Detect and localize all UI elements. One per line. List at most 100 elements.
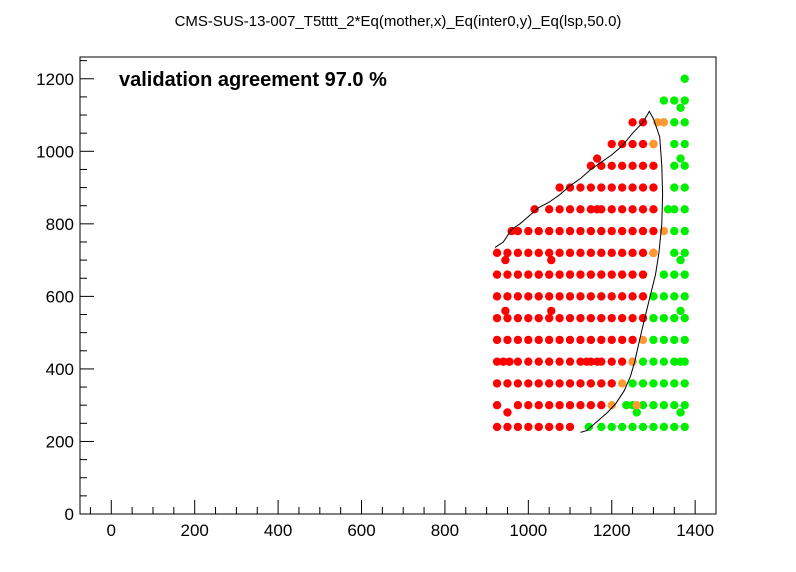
excluded-point xyxy=(586,270,596,279)
allowed-point xyxy=(628,422,637,432)
y-tick-label: 1200 xyxy=(36,70,74,89)
excluded-point xyxy=(576,335,585,345)
excluded-point xyxy=(503,408,512,417)
y-tick-label: 200 xyxy=(46,432,74,451)
allowed-point xyxy=(676,255,685,265)
allowed-point xyxy=(680,248,689,258)
excluded-point xyxy=(597,400,606,410)
allowed-point xyxy=(638,422,648,432)
allowed-point xyxy=(680,96,689,105)
excluded-point xyxy=(534,313,543,323)
excluded-point xyxy=(628,248,637,258)
allowed-point xyxy=(670,139,679,149)
disagreement-point xyxy=(638,335,648,345)
excluded-point xyxy=(628,205,637,214)
excluded-point xyxy=(638,161,648,171)
allowed-point xyxy=(659,400,669,410)
allowed-point xyxy=(659,313,669,323)
excluded-point xyxy=(555,400,564,410)
excluded-point xyxy=(628,292,637,301)
excluded-point xyxy=(597,292,606,301)
excluded-point xyxy=(638,183,648,192)
excluded-point xyxy=(586,313,596,323)
excluded-point xyxy=(524,335,533,345)
excluded-point xyxy=(524,313,533,323)
excluded-point xyxy=(597,161,606,171)
excluded-point xyxy=(513,226,523,236)
exclusion-contour xyxy=(494,110,664,433)
excluded-point xyxy=(555,292,564,301)
excluded-point xyxy=(555,226,564,236)
excluded-point xyxy=(565,422,575,432)
allowed-point xyxy=(680,183,689,192)
excluded-point xyxy=(597,270,606,279)
allowed-point xyxy=(670,118,679,127)
excluded-point xyxy=(534,248,543,258)
excluded-point xyxy=(544,335,554,345)
excluded-point xyxy=(503,422,512,432)
x-tick-label: 200 xyxy=(181,521,209,540)
excluded-point xyxy=(555,335,564,345)
allowed-point xyxy=(676,103,685,112)
y-tick-label: 0 xyxy=(65,505,74,524)
excluded-point xyxy=(544,292,554,301)
excluded-point xyxy=(544,205,554,214)
x-tick-label: 800 xyxy=(431,521,459,540)
allowed-point xyxy=(649,379,658,388)
excluded-point xyxy=(576,292,585,301)
excluded-point xyxy=(649,205,658,214)
validation-annotation: validation agreement 97.0 % xyxy=(119,69,387,91)
allowed-point xyxy=(632,408,641,417)
excluded-point xyxy=(607,292,616,301)
allowed-point xyxy=(670,205,679,214)
excluded-point xyxy=(544,313,554,323)
allowed-point xyxy=(680,118,689,127)
allowed-point xyxy=(659,379,669,388)
excluded-point xyxy=(547,255,556,265)
allowed-point xyxy=(622,400,631,410)
x-tick-label: 1000 xyxy=(509,521,547,540)
excluded-point xyxy=(607,270,616,279)
excluded-point xyxy=(607,335,616,345)
allowed-point xyxy=(680,313,689,323)
excluded-point xyxy=(565,226,575,236)
excluded-point xyxy=(607,139,616,149)
excluded-point xyxy=(607,248,616,258)
y-tick-label: 400 xyxy=(46,360,74,379)
excluded-point xyxy=(586,226,596,236)
x-tick-label: 1400 xyxy=(676,521,714,540)
excluded-point xyxy=(617,205,627,214)
excluded-point xyxy=(524,270,533,279)
excluded-point xyxy=(492,313,502,323)
allowed-point xyxy=(670,400,679,410)
excluded-point xyxy=(492,335,502,345)
excluded-point xyxy=(501,255,510,265)
allowed-point xyxy=(649,313,658,323)
excluded-point xyxy=(607,161,616,171)
data-points xyxy=(492,74,689,432)
excluded-point xyxy=(555,357,564,366)
excluded-point xyxy=(513,270,523,279)
excluded-point xyxy=(524,379,533,388)
excluded-point xyxy=(617,139,627,149)
excluded-point xyxy=(544,422,554,432)
excluded-point xyxy=(513,379,523,388)
allowed-point xyxy=(649,292,658,301)
excluded-point xyxy=(597,248,606,258)
allowed-point xyxy=(676,306,685,316)
allowed-point xyxy=(680,357,689,366)
excluded-point xyxy=(638,139,648,149)
excluded-point xyxy=(617,248,627,258)
excluded-point xyxy=(586,335,596,345)
excluded-point xyxy=(617,357,627,366)
allowed-point xyxy=(680,422,689,432)
excluded-point xyxy=(565,248,575,258)
y-tick-label: 1000 xyxy=(36,142,74,161)
allowed-point xyxy=(680,400,689,410)
excluded-point xyxy=(617,270,627,279)
allowed-point xyxy=(607,422,616,432)
disagreement-point xyxy=(649,248,658,258)
excluded-point xyxy=(649,161,658,171)
allowed-point xyxy=(680,335,689,345)
